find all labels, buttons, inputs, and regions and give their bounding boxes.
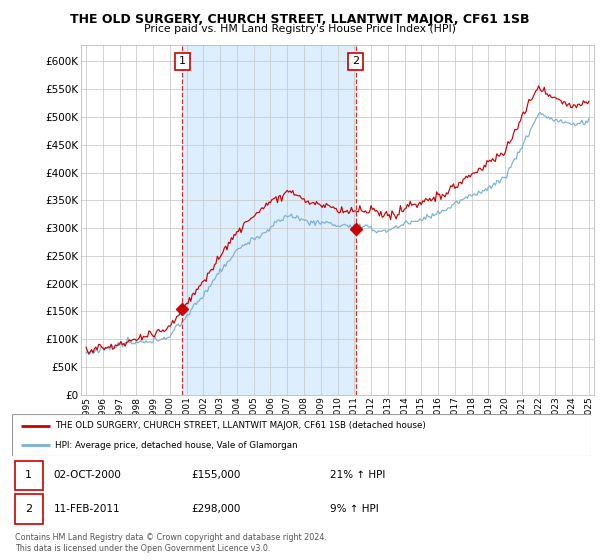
Text: 21% ↑ HPI: 21% ↑ HPI [331,470,386,480]
Text: 1: 1 [179,57,186,67]
Text: Price paid vs. HM Land Registry's House Price Index (HPI): Price paid vs. HM Land Registry's House … [144,24,456,34]
Bar [15,494,43,524]
Text: HPI: Average price, detached house, Vale of Glamorgan: HPI: Average price, detached house, Vale… [55,441,298,450]
Text: £155,000: £155,000 [191,470,241,480]
Bar [15,460,43,490]
Text: 02-OCT-2000: 02-OCT-2000 [53,470,122,480]
Text: Contains HM Land Registry data © Crown copyright and database right 2024.
This d: Contains HM Land Registry data © Crown c… [15,533,327,553]
Text: 1: 1 [25,470,32,480]
Text: 2: 2 [25,504,32,514]
Text: THE OLD SURGERY, CHURCH STREET, LLANTWIT MAJOR, CF61 1SB: THE OLD SURGERY, CHURCH STREET, LLANTWIT… [70,13,530,26]
Bar [182,45,356,395]
Text: 11-FEB-2011: 11-FEB-2011 [53,504,121,514]
Text: £298,000: £298,000 [191,504,241,514]
Text: 2: 2 [352,57,359,67]
Text: 9% ↑ HPI: 9% ↑ HPI [331,504,379,514]
Text: THE OLD SURGERY, CHURCH STREET, LLANTWIT MAJOR, CF61 1SB (detached house): THE OLD SURGERY, CHURCH STREET, LLANTWIT… [55,421,426,430]
